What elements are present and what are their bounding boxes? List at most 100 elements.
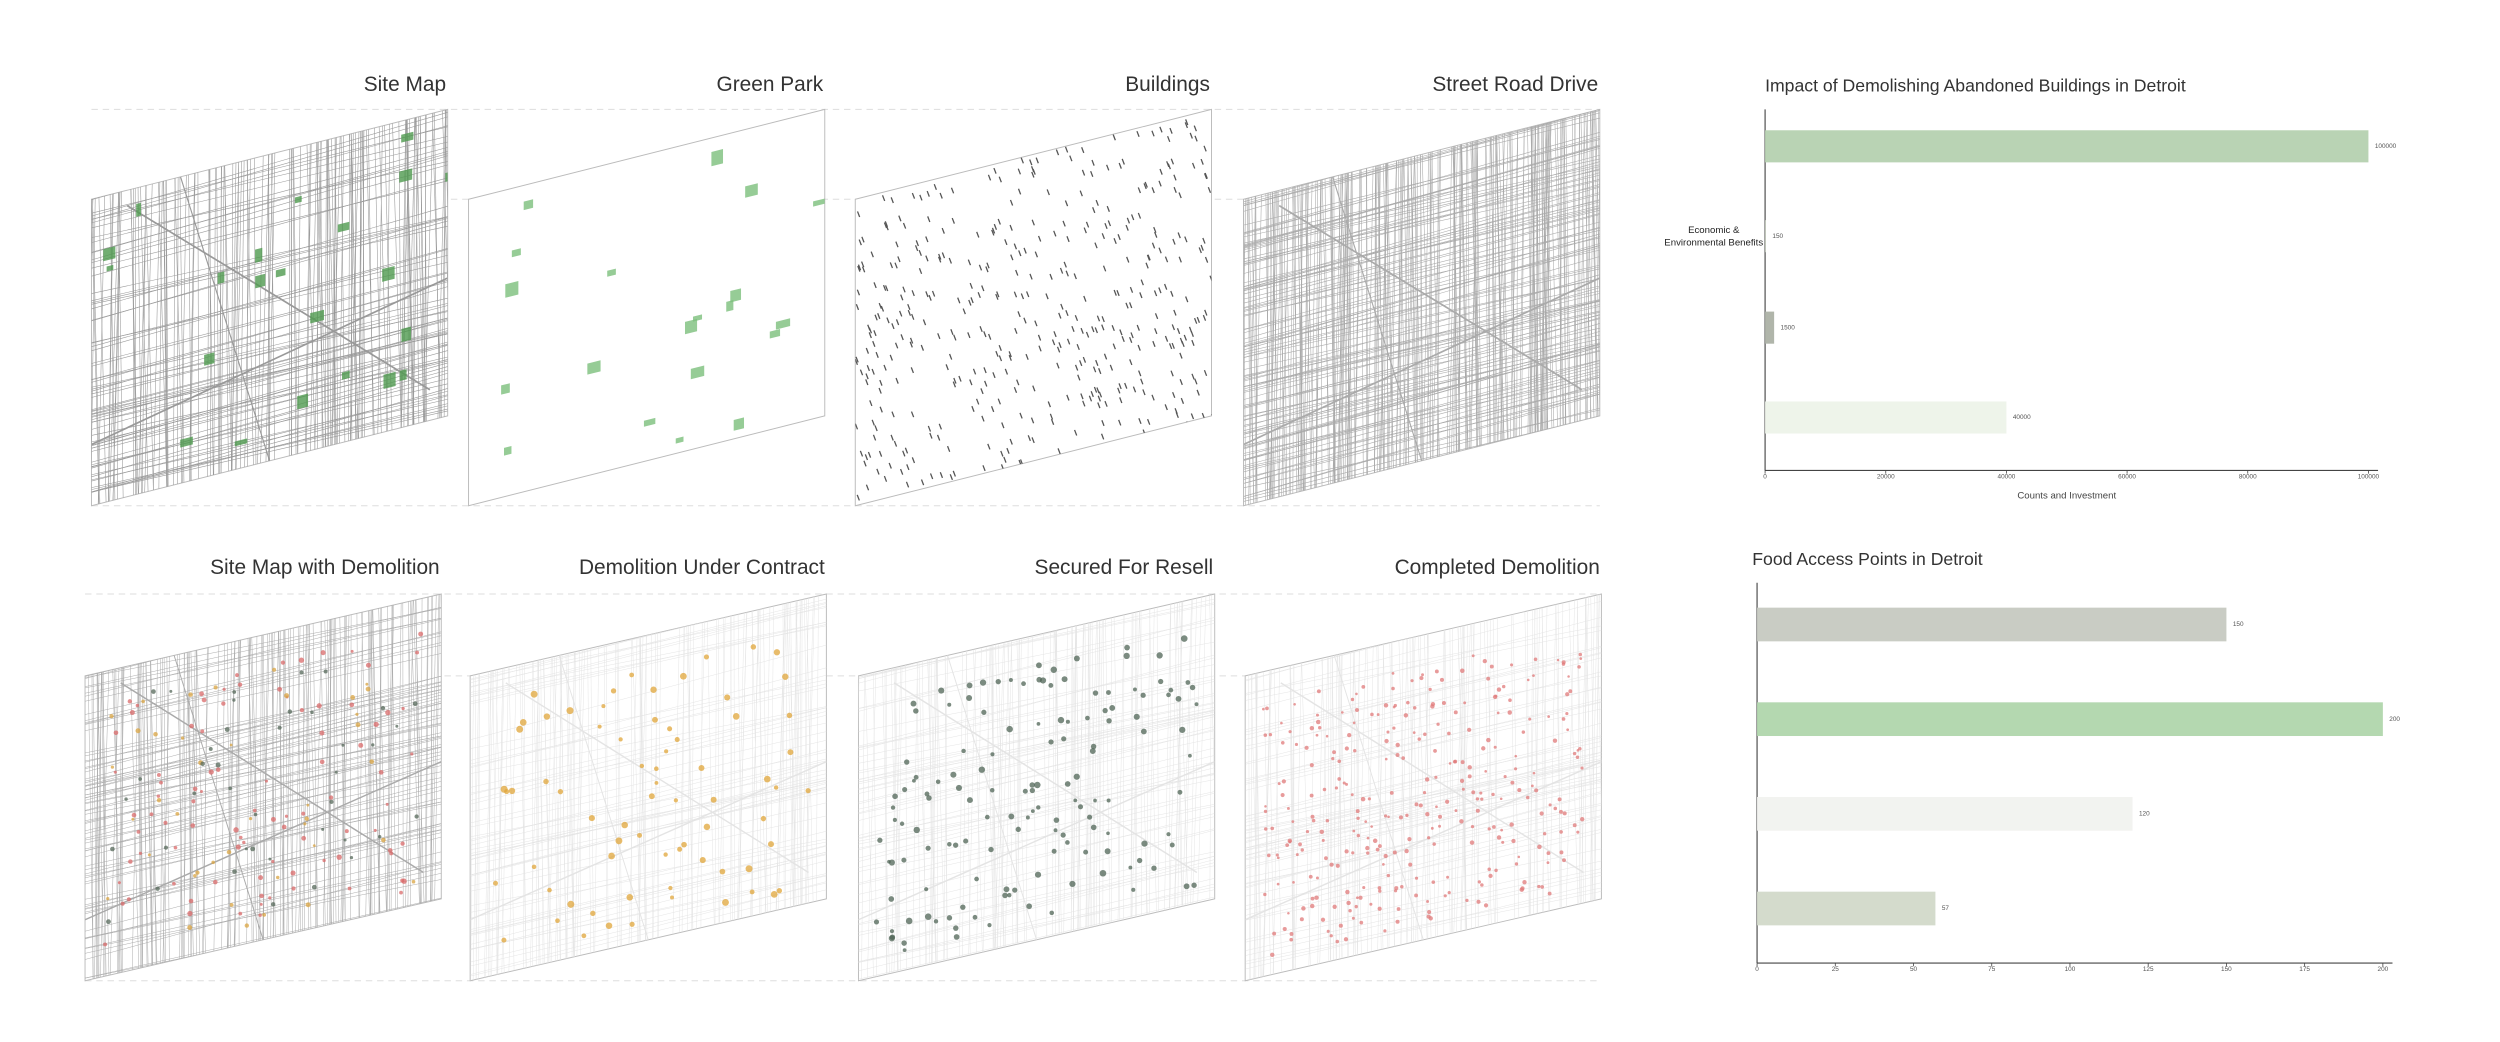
map-dot (1539, 811, 1544, 816)
map-line (919, 194, 923, 201)
map-dot (654, 780, 659, 785)
map-line (804, 596, 814, 904)
map-dot (1006, 725, 1013, 733)
map-dot (1356, 896, 1359, 900)
map-dot (1342, 781, 1346, 785)
map-line (1000, 641, 1010, 949)
map-line (1140, 279, 1144, 286)
map-line (764, 606, 771, 913)
map-line (998, 176, 1002, 183)
map-line (1037, 334, 1042, 341)
map-line (1243, 393, 1600, 479)
map-line (1245, 759, 1602, 851)
map-line (470, 787, 827, 876)
map-dot (1517, 855, 1521, 859)
map-dot (1048, 739, 1054, 745)
map-line (879, 379, 883, 386)
map-dot (1383, 929, 1387, 933)
map-dot (773, 649, 781, 656)
map-line (1590, 596, 1596, 901)
map-line (1117, 234, 1121, 241)
map-line (1353, 650, 1356, 956)
map-dot (749, 889, 755, 895)
map-dot (966, 694, 973, 701)
map-dot (232, 698, 236, 702)
map-line (1414, 156, 1422, 461)
map-dot (1370, 825, 1373, 828)
map-dot (369, 759, 374, 764)
map-line (858, 865, 1215, 933)
map-dot (389, 851, 394, 856)
map-dot (588, 815, 595, 822)
map-dot (1109, 705, 1116, 711)
map-dot (1355, 692, 1358, 696)
map-dot (1057, 716, 1065, 724)
map-line (316, 142, 324, 448)
map-dot (1480, 883, 1484, 887)
map-line (1243, 278, 1600, 355)
map-line (1101, 324, 1105, 331)
map-line (85, 708, 442, 801)
map-line (1243, 221, 1600, 312)
map-line (1118, 419, 1122, 426)
map-line (1023, 317, 1027, 324)
map-line (1131, 611, 1140, 918)
map-line (120, 682, 424, 874)
map-dot (1575, 755, 1580, 759)
map-line (861, 266, 866, 273)
map-dot (233, 827, 239, 833)
map-dot (303, 822, 307, 826)
map-line (1524, 611, 1531, 916)
map-dot (1350, 697, 1355, 702)
map-line (1065, 310, 1069, 317)
map-line (985, 266, 989, 273)
map-dot (1406, 700, 1410, 705)
map-line (508, 665, 517, 972)
x-tick-label: 60000 (2118, 474, 2136, 481)
map-dot (1061, 676, 1068, 683)
map-line (1590, 595, 1595, 902)
map-line (897, 665, 903, 972)
map-line (1034, 320, 1038, 327)
map-dot (1392, 726, 1396, 730)
map-line (868, 327, 873, 334)
map-dot (169, 689, 173, 693)
map-line (1194, 135, 1198, 142)
map-line (308, 624, 318, 928)
map-line (126, 204, 431, 391)
map-line (1277, 190, 1287, 496)
map-line (137, 187, 142, 494)
map-dot (1500, 828, 1503, 832)
map-line (1463, 625, 1467, 930)
map-dot (1329, 862, 1334, 867)
map-line (91, 378, 448, 467)
map-line (858, 859, 1215, 951)
map-line (736, 612, 745, 920)
map-line (331, 136, 341, 446)
map-line (1377, 645, 1384, 950)
map-line (1538, 124, 1542, 431)
map-dot (773, 785, 779, 790)
map-dot (1036, 676, 1042, 683)
map-dot (1548, 803, 1552, 807)
map-line (1057, 448, 1061, 455)
map-line (918, 661, 928, 966)
map-dot (1403, 713, 1409, 718)
map-dot (1537, 884, 1541, 889)
map-dot (955, 784, 963, 791)
map-line (616, 642, 621, 947)
map-dot (1335, 939, 1340, 944)
map-line (1102, 265, 1107, 272)
map-line (1301, 662, 1311, 966)
map-dot (1366, 836, 1370, 840)
map-line (880, 305, 885, 312)
map-dot (1499, 797, 1503, 801)
map-dot (910, 700, 917, 707)
map-dot (128, 859, 133, 864)
map-dot (1469, 840, 1475, 845)
map-dot (1517, 788, 1522, 793)
map-line (718, 618, 720, 924)
map-dot (787, 749, 794, 756)
map-line (1129, 302, 1133, 309)
map-line (141, 185, 147, 493)
